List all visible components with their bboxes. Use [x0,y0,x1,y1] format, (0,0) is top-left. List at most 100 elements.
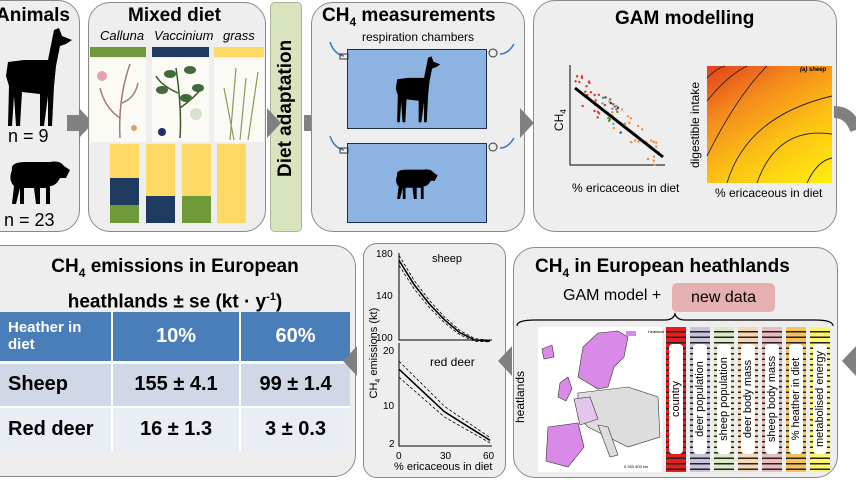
scatter-point [616,106,620,110]
title-subscript: 4 [78,265,86,280]
diet-composition-bar-segment [110,178,139,205]
ytick-180: 180 [376,249,393,260]
scatter-point [601,102,604,105]
label-subscript: 4 [375,378,383,383]
species-cell: Sheep [0,362,113,407]
deer-count: n = 9 [8,126,49,146]
plant-label-vaccinium: Vaccinium [154,28,214,43]
flow-arrowhead-left-icon [842,346,856,376]
scatter-point [636,124,640,128]
data-column-label: metabolised energy [813,344,827,454]
scatter-point [580,76,584,80]
scatter-point [653,163,657,167]
map-legend: Heatland [648,329,665,334]
scatter-point [629,117,633,120]
scatter-point [607,116,610,120]
scatter-point [612,103,615,106]
diet-composition-bar-segment [146,144,175,196]
scatter-point [637,140,640,143]
scatter-point [603,103,607,107]
scatter-point [575,75,579,78]
scatter-point [629,141,633,144]
header-10: 10% [112,312,242,362]
title-text: CH [51,256,79,277]
scatter-point [593,109,596,113]
ytick-20: 20 [383,346,395,357]
title-text: CH [535,256,563,277]
scatter-point [652,140,655,144]
value-cell: 155 ± 4.1 [112,362,242,407]
plant-label-calluna: Calluna [100,28,145,43]
data-column-label: sheep population [717,344,731,454]
scatter-point [596,116,599,119]
deer-fit-line [398,368,491,441]
calluna-color-bar [90,47,146,57]
measurements-title: CH4 measurements [322,5,496,29]
scatter-point [628,121,631,124]
sheep-plot-axes [398,253,492,341]
mixed-diet-title: Mixed diet [128,5,221,26]
data-column-label: deer body mass [741,344,755,454]
table-row: Sheep 155 ± 4.1 99 ± 1.4 [0,362,350,407]
flow-arrowhead-icon [520,108,534,138]
ytick-10: 10 [383,401,395,412]
scatter-point [584,90,587,93]
scatter-point [616,110,619,114]
xtick-0: 0 [396,451,402,462]
flow-arrow-right-icon [67,115,79,131]
scatter-point [601,96,605,99]
title-text: measurements [356,5,496,26]
title-text: in European heathlands [569,256,790,277]
contour-plot [707,66,832,183]
animals-title: Animals [0,5,70,26]
flow-arrowhead-left-icon [343,346,357,376]
diet-composition-bar-segment [182,196,211,223]
sheep-silhouette-icon [10,161,70,204]
plant-illustrations-icon [90,58,264,142]
scatter-point [609,101,613,105]
header-60: 60% [275,324,316,347]
scatter-point [611,110,614,114]
scatter-point [620,108,624,111]
flow-arrow-right-icon [304,115,312,131]
gam-scatter-plot [569,65,665,167]
scatter-point [593,93,596,97]
deer-silhouette-icon [395,56,441,123]
diet-composition-bar-segment [146,196,175,223]
grass-color-bar [214,47,264,57]
title-text: emissions in European [85,256,299,277]
gam-model-label: GAM model + [563,287,662,304]
data-column-label: deer population [693,344,707,454]
scatter-point [640,128,644,131]
scatter-point [608,100,611,103]
title-subscript: 4 [562,265,570,280]
europe-map-icon [541,330,661,468]
xtick-60: 60 [483,451,495,462]
ytick-2: 2 [389,439,395,450]
scatter-point [615,104,618,108]
diet-composition-bar-segment [182,144,211,196]
scatter-point [615,108,618,111]
scatter-point [646,157,650,161]
scatter-point [578,80,581,84]
scatter-point [594,99,597,102]
scatter-point [589,90,593,94]
xtick-30: 30 [440,451,452,462]
diet-composition-bar-segment [110,205,139,223]
scatter-point [626,115,630,118]
ytick-140: 140 [376,291,393,302]
contour-xlabel: % ericaceous in diet [715,186,823,200]
scatter-point [596,110,600,114]
sheep-count: n = 23 [4,210,55,230]
small-chart-ylabel: CH4 emissions (kt) [368,298,382,408]
sheep-lower-ci [398,265,491,343]
diet-composition-bar-segment [110,144,139,178]
sheep-silhouette-icon [396,169,438,199]
plant-label-grass: grass [223,28,255,43]
sheep-fit-line [398,259,491,342]
deer-lower-ci [398,376,491,444]
species-cell: Red deer [0,407,113,451]
heathlands-title: CH4 in European heathlands [535,256,790,280]
value-cell: 16 ± 1.3 [112,407,242,451]
scatter-point [652,159,655,162]
